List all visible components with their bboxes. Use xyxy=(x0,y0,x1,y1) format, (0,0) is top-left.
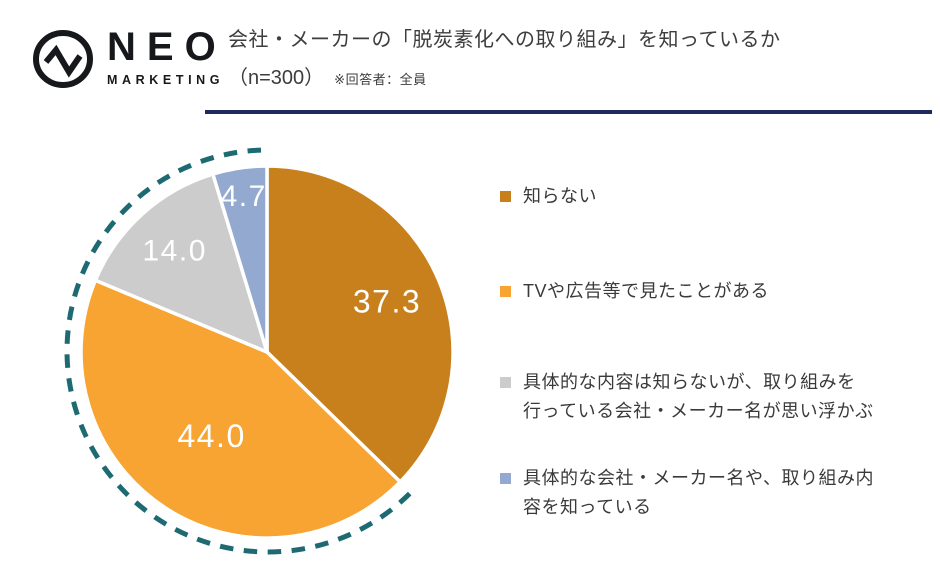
logo-name: NEO xyxy=(107,25,227,69)
pulse-circle-icon xyxy=(30,28,96,92)
subtitle-row: （n=300） ※回答者：全員 xyxy=(228,61,928,90)
legend-item: 知らない xyxy=(500,182,936,211)
legend-swatch-icon xyxy=(500,286,511,297)
legend-item: 具体的な会社・メーカー名や、取り組み内 容を知っている xyxy=(500,464,936,522)
pie-slice xyxy=(265,164,455,484)
pie-slice xyxy=(93,172,269,354)
slice-value-label: 37.3 xyxy=(353,284,421,320)
legend-label: TVや広告等で見たことがある xyxy=(523,281,769,301)
respondent-note: ※回答者：全員 xyxy=(334,72,427,87)
pie-slice xyxy=(211,164,269,354)
dashed-ring xyxy=(64,147,415,555)
neo-marketing-logo: NEO MARKETING xyxy=(30,25,227,92)
legend-label: 知らない xyxy=(523,186,597,206)
legend-item: 具体的な内容は知らないが、取り組みを 行っている会社・メーカー名が思い浮かぶ xyxy=(500,368,936,426)
legend-swatch-icon xyxy=(500,377,511,388)
chart-legend: 知らない TVや広告等で見たことがある具体的な内容は知らないが、取り組みを 行って… xyxy=(500,182,936,522)
title-underline xyxy=(205,110,932,114)
legend-swatch-icon xyxy=(500,473,511,484)
slice-value-label: 14.0 xyxy=(143,234,207,267)
legend-label: 具体的な内容は知らないが、取り組みを 行っている会社・メーカー名が思い浮かぶ xyxy=(523,372,874,421)
pie-slice xyxy=(79,278,402,540)
slice-value-label: 44.0 xyxy=(177,418,245,454)
legend-label: 具体的な会社・メーカー名や、取り組み内 容を知っている xyxy=(523,468,874,517)
page-title: 会社・メーカーの「脱炭素化への取り組み」を知っているか xyxy=(228,29,781,51)
logo-subtext: MARKETING xyxy=(107,73,225,87)
pie-chart: 37.3 44.0 14.0 4.7 xyxy=(64,147,455,555)
legend-item: TVや広告等で見たことがある xyxy=(500,277,936,306)
slice-value-label: 4.7 xyxy=(221,180,267,213)
legend-swatch-icon xyxy=(500,191,511,202)
sample-size: （n=300） xyxy=(228,67,325,89)
logo-text: NEO MARKETING xyxy=(107,25,227,87)
title-block: 会社・メーカーの「脱炭素化への取り組み」を知っているか （n=300） ※回答者… xyxy=(228,26,928,90)
